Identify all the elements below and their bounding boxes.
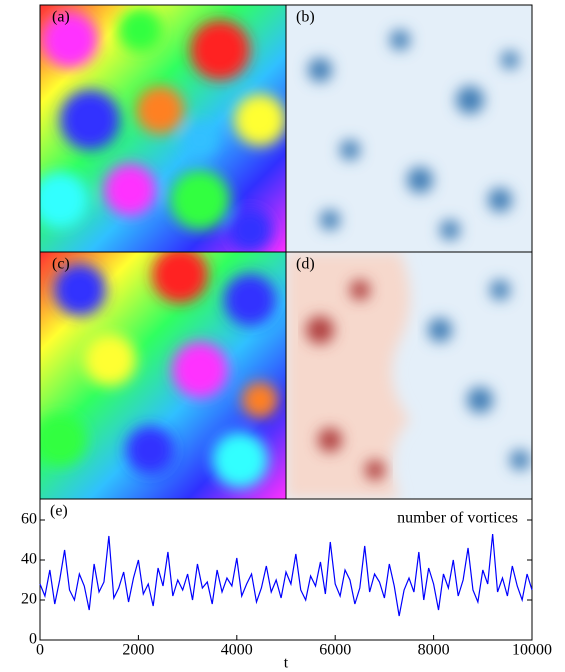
y-tick-label: 60 [21, 511, 37, 528]
panel-c-image [40, 252, 286, 499]
panel-label: (c) [52, 256, 70, 273]
series-line [39, 533, 533, 617]
x-tick-label: 8000 [418, 642, 450, 659]
x-tick-label: 2000 [122, 642, 154, 659]
panel-a-image [40, 5, 286, 252]
y-tick-label: 0 [29, 631, 37, 648]
panel-label: (e) [50, 503, 68, 520]
panel-label: (b) [296, 9, 315, 26]
x-axis-label: t [284, 655, 289, 672]
x-tick-label: 0 [36, 642, 44, 659]
annotation: number of vortices [397, 510, 518, 527]
x-tick-label: 6000 [319, 642, 351, 659]
x-tick-label: 4000 [221, 642, 253, 659]
x-tick-label: 10000 [512, 642, 552, 659]
panel-b-image [286, 5, 532, 252]
panel-label: (a) [52, 9, 70, 26]
panel-d-image [286, 252, 532, 499]
y-tick-label: 40 [21, 551, 37, 568]
panel-label: (d) [296, 256, 315, 273]
y-tick-label: 20 [21, 591, 37, 608]
